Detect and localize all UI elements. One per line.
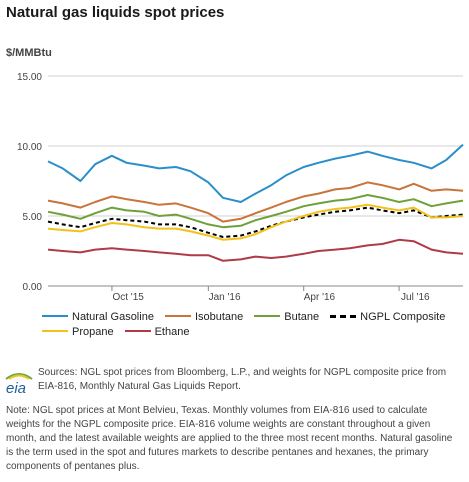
legend-swatch — [164, 315, 191, 318]
y-tick-label: 15.00 — [17, 72, 42, 83]
legend-item: NGPL Composite — [330, 311, 445, 323]
legend-item: Butane — [254, 311, 319, 323]
x-tick-label: Jul '16 — [401, 292, 430, 303]
x-axis-ticks: Oct '15 Jan '16 Apr '16 Jul '16 — [111, 286, 430, 303]
x-tick-label: Apr '16 — [304, 292, 336, 303]
x-tick-label: Jan '16 — [209, 292, 241, 303]
y-axis-unit-label: $/MMBtu — [6, 47, 52, 59]
series-line-butane: Butane — [47, 194, 464, 229]
legend-label: NGPL Composite — [360, 311, 446, 323]
legend-swatch — [42, 330, 68, 333]
chart-legend: Natural Gasoline Isobutane Butane NGPL Comp… — [42, 311, 462, 341]
gridlines — [48, 75, 463, 287]
legend-label: Natural Gasoline — [72, 311, 154, 323]
chart-title: Natural gas liquids spot prices — [6, 4, 225, 21]
legend-item: Isobutane — [164, 311, 244, 323]
legend-swatch — [124, 330, 151, 333]
legend-item: Ethane — [124, 326, 190, 338]
x-tick-label: Oct '15 — [112, 292, 144, 303]
note-text: Note: NGL spot prices at Mont Belvieu, T… — [6, 405, 453, 472]
y-axis-tick-labels: 15.00 10.00 5.00 0.00 — [17, 72, 42, 293]
legend-item: Natural Gasoline — [42, 311, 154, 323]
series-line-ngpl-composite: NGPL Composite — [47, 206, 464, 238]
legend-row: Natural Gasoline Isobutane Butane NGPL Comp… — [42, 311, 462, 326]
series-line-ethane: Ethane — [47, 238, 464, 262]
sources-text: Sources: NGL spot prices from Bloomberg,… — [38, 367, 447, 392]
line-chart: 15.00 10.00 5.00 0.00 Oct '15 Jan '16 Apr '16… — [17, 72, 464, 303]
legend-item: Propane — [42, 326, 114, 338]
series-line-propane: Propane — [47, 203, 464, 241]
legend-label: Butane — [284, 311, 320, 323]
legend-label: Propane — [72, 326, 114, 338]
y-tick-label: 5.00 — [23, 212, 43, 223]
eia-logo-text: eia — [6, 380, 26, 397]
y-tick-label: 10.00 — [17, 142, 42, 153]
legend-swatch — [42, 315, 68, 318]
legend-label: Isobutane — [194, 311, 244, 323]
legend-row: Propane Ethane — [42, 326, 462, 341]
series-line-natural-gasoline: Natural Gasoline — [47, 143, 464, 203]
y-tick-label: 0.00 — [23, 282, 43, 293]
eia-logo: eia — [5, 373, 33, 397]
legend-label: Ethane — [154, 326, 190, 338]
series-line-isobutane: Isobutane — [47, 181, 464, 223]
legend-swatch — [330, 314, 357, 318]
legend-swatch — [254, 315, 281, 318]
